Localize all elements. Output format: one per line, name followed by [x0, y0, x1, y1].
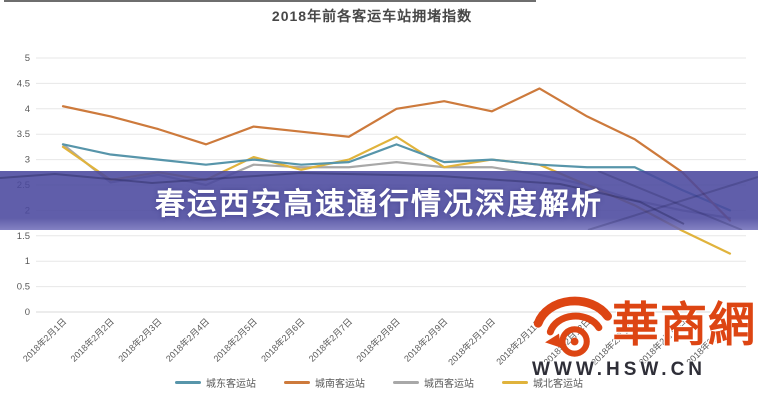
hsw-logo-text: 華商網	[612, 298, 756, 353]
hsw-logo-icon	[533, 296, 612, 357]
legend-swatch	[502, 381, 528, 384]
legend-swatch	[393, 381, 419, 384]
x-tick-label: 2018年2月9日	[401, 316, 449, 364]
legend-swatch	[284, 381, 310, 384]
x-tick-label: 2018年2月8日	[354, 316, 402, 364]
series-line-城南客运站	[61, 87, 732, 222]
legend-item-城东客运站: 城东客运站	[175, 375, 256, 390]
series-line-城东客运站	[61, 143, 732, 212]
x-tick-label: 2018年2月3日	[116, 316, 164, 364]
legend-item-城北客运站: 城北客运站	[502, 375, 583, 390]
y-tick-label: 3	[25, 155, 30, 166]
legend-item-城南客运站: 城南客运站	[284, 375, 365, 390]
legend-swatch	[175, 381, 201, 384]
x-tick-label: 2018年2月2日	[68, 316, 116, 364]
y-tick-label: 4	[25, 104, 30, 115]
y-tick-label: 0.5	[17, 282, 30, 293]
y-tick-label: 0	[25, 307, 30, 318]
y-tick-label: 3.5	[17, 129, 30, 140]
y-tick-label: 1	[25, 256, 30, 267]
hsw-watermark: 華商網 WWW.HSW.CN	[532, 292, 758, 381]
chart-title: 2018年前各客运车站拥堵指数	[271, 8, 473, 24]
y-tick-label: 4.5	[17, 78, 30, 89]
y-tick-label: 1.5	[17, 231, 30, 242]
x-tick-label: 2018年2月7日	[306, 316, 354, 364]
legend-item-城西客运站: 城西客运站	[393, 375, 474, 390]
hsw-url-text: WWW.HSW.CN	[532, 359, 707, 380]
x-tick-label: 2018年2月10日	[446, 316, 498, 368]
x-tick-label: 2018年2月6日	[259, 316, 307, 364]
legend-label: 城西客运站	[424, 379, 474, 390]
legend-label: 城东客运站	[206, 379, 256, 390]
banner-decoration-lines	[0, 171, 758, 230]
x-tick-label: 2018年2月4日	[163, 316, 211, 364]
legend-label: 城北客运站	[533, 379, 583, 390]
headline-banner: 春运西安高速通行情况深度解析	[0, 171, 758, 230]
legend-label: 城南客运站	[315, 379, 365, 390]
y-tick-label: 5	[25, 53, 30, 64]
chart-legend: 城东客运站 城南客运站 城西客运站 城北客运站	[0, 375, 758, 390]
x-tick-label: 2018年2月5日	[211, 316, 259, 364]
top-border-line	[4, 0, 536, 2]
x-tick-label: 2018年2月1日	[20, 316, 68, 364]
headline-text: 春运西安高速通行情况深度解析	[155, 187, 603, 221]
